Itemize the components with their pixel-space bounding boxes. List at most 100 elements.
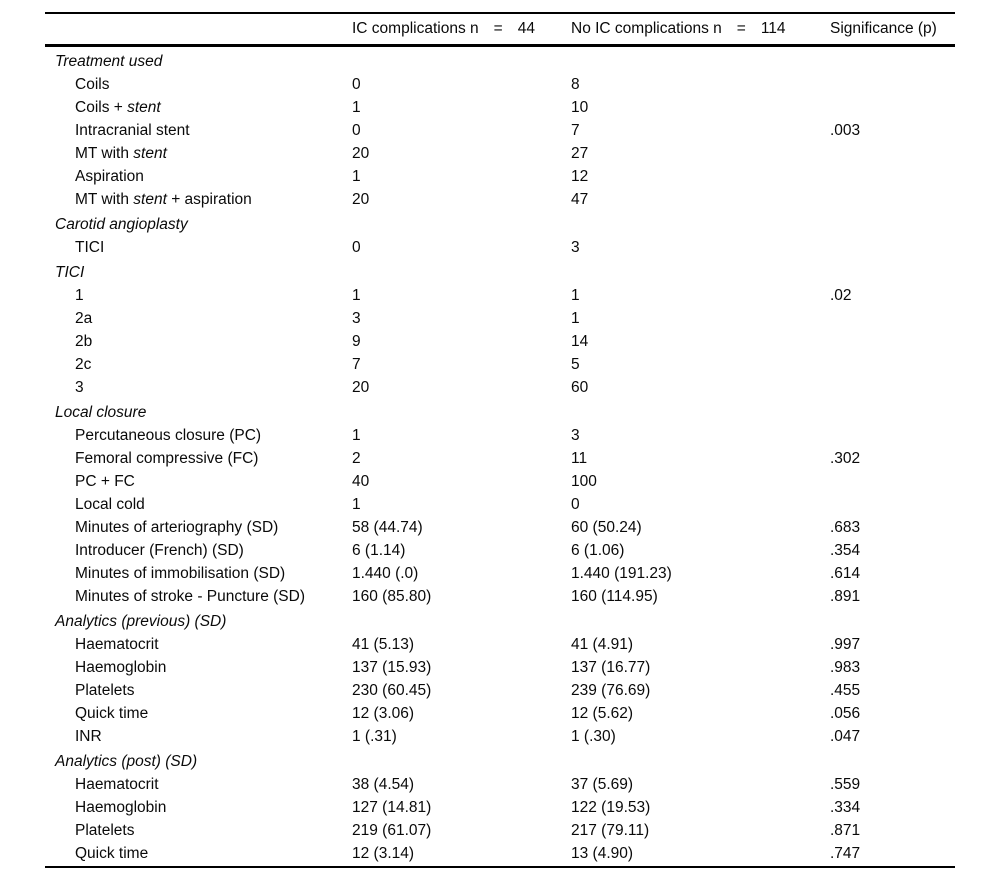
label-segment: 2c: [75, 356, 92, 373]
no-ic-complications-value: 137 (16.77): [571, 659, 651, 676]
table-row: Haemoglobin 137 (15.93) 137 (16.77) .983: [45, 656, 955, 679]
section-title: TICI: [55, 264, 85, 281]
ic-complications-value: 6 (1.14): [352, 542, 406, 559]
ic-complications-value: 230 (60.45): [352, 682, 432, 699]
label-segment: Haemoglobin: [75, 659, 167, 676]
row-label: Introducer (French) (SD): [75, 539, 244, 562]
table-row: Minutes of immobilisation (SD) 1.440 (.0)…: [45, 562, 955, 585]
row-label: Minutes of stroke - Puncture (SD): [75, 585, 305, 608]
label-segment: MT with: [75, 191, 134, 208]
row-label: 2a: [75, 307, 92, 330]
table-row: Intracranial stent 0 7 .003: [45, 119, 955, 142]
ic-complications-value: 20: [352, 145, 370, 162]
significance-value: .983: [830, 659, 861, 676]
significance-value: .683: [830, 519, 861, 536]
section-header-row: TICI: [45, 261, 955, 284]
significance-value: .997: [830, 636, 861, 653]
significance-value: .747: [830, 845, 861, 862]
label-segment: Coils +: [75, 99, 128, 116]
no-ic-complications-value: 11: [571, 450, 588, 467]
row-label: 1: [75, 284, 84, 307]
row-label: Percutaneous closure (PC): [75, 424, 261, 447]
ic-complications-value: 58 (44.74): [352, 519, 423, 536]
no-ic-complications-value: 12 (5.62): [571, 705, 634, 722]
label-segment: Platelets: [75, 822, 135, 839]
row-label: 2b: [75, 330, 92, 353]
label-segment: Minutes of stroke - Puncture (SD): [75, 588, 305, 605]
label-segment: MT with: [75, 145, 134, 162]
label-segment: TICI: [75, 239, 105, 256]
no-ic-complications-value: 8: [571, 76, 580, 93]
no-ic-complications-value: 13 (4.90): [571, 845, 634, 862]
ic-complications-value: 0: [352, 239, 361, 256]
ic-complications-value: 12 (3.06): [352, 705, 415, 722]
no-ic-complications-value: 14: [571, 333, 589, 350]
section-header-row: Carotid angioplasty: [45, 213, 955, 236]
ic-complications-value: 12 (3.14): [352, 845, 415, 862]
no-ic-complications-value: 3: [571, 427, 580, 444]
table-row: Aspiration 1 12: [45, 165, 955, 188]
no-ic-complications-value: 239 (76.69): [571, 682, 651, 699]
label-segment: Local cold: [75, 496, 145, 513]
section-title: Treatment used: [55, 53, 163, 70]
section-title: Analytics (post) (SD): [55, 753, 198, 770]
significance-value: .354: [830, 542, 861, 559]
no-ic-complications-value: 5: [571, 356, 580, 373]
table-row: 3 20 60: [45, 376, 955, 399]
ic-complications-value: 41 (5.13): [352, 636, 415, 653]
table-row: Platelets 219 (61.07) 217 (79.11) .871: [45, 819, 955, 842]
table-row: Quick time 12 (3.06) 12 (5.62) .056: [45, 702, 955, 725]
label-segment: INR: [75, 728, 102, 745]
ic-complications-value: 1: [352, 99, 361, 116]
no-ic-complications-value: 100: [571, 473, 597, 490]
significance-value: .047: [830, 728, 861, 745]
significance-value: .891: [830, 588, 861, 605]
label-segment: Haematocrit: [75, 776, 159, 793]
label-segment: Percutaneous closure (PC): [75, 427, 262, 444]
label-segment: + aspiration: [166, 191, 252, 208]
significance-value: .871: [830, 822, 861, 839]
row-label: Quick time: [75, 842, 148, 865]
label-segment: Minutes of arteriography (SD): [75, 519, 279, 536]
header-no-ic-n-value: 114: [760, 20, 786, 37]
row-label: Quick time: [75, 702, 148, 725]
label-segment: Haematocrit: [75, 636, 159, 653]
no-ic-complications-value: 1: [571, 287, 580, 304]
table-row: Introducer (French) (SD) 6 (1.14) 6 (1.06)…: [45, 539, 955, 562]
section-title: Local closure: [55, 404, 147, 421]
table-row: MT with stent + aspiration 20 47: [45, 188, 955, 211]
ic-complications-value: 160 (85.80): [352, 588, 432, 605]
table-row: Coils + stent 1 10: [45, 96, 955, 119]
ic-complications-value: 1: [352, 168, 361, 185]
ic-complications-value: 9: [352, 333, 361, 350]
label-segment: 1: [75, 287, 84, 304]
label-segment: Femoral compressive (FC): [75, 450, 259, 467]
section-header-row: Analytics (post) (SD): [45, 750, 955, 773]
table-row: Femoral compressive (FC) 2 11 .302: [45, 447, 955, 470]
row-label: Intracranial stent: [75, 119, 190, 142]
row-label: PC + FC: [75, 470, 135, 493]
label-segment: 2b: [75, 333, 93, 350]
significance-value: .559: [830, 776, 861, 793]
table-row: Coils 0 8: [45, 73, 955, 96]
significance-value: .455: [830, 682, 861, 699]
label-segment: Coils: [75, 76, 110, 93]
no-ic-complications-value: 12: [571, 168, 589, 185]
row-label: 3: [75, 376, 84, 399]
no-ic-complications-value: 6 (1.06): [571, 542, 625, 559]
header-ic-complications: IC complications n = 44: [352, 14, 535, 44]
row-label: MT with stent + aspiration: [75, 188, 252, 211]
no-ic-complications-value: 217 (79.11): [571, 822, 650, 839]
label-segment: 3: [75, 379, 84, 396]
no-ic-complications-value: 0: [571, 496, 580, 513]
table-row: Quick time 12 (3.14) 13 (4.90) .747: [45, 842, 955, 865]
label-segment: Aspiration: [75, 168, 144, 185]
header-no-ic-equals: =: [736, 20, 746, 37]
header-ic-n-value: 44: [517, 20, 535, 37]
label-segment: Quick time: [75, 845, 149, 862]
ic-complications-value: 38 (4.54): [352, 776, 415, 793]
label-italic-segment: stent: [133, 191, 167, 208]
no-ic-complications-value: 1 (.30): [571, 728, 616, 745]
ic-complications-value: 40: [352, 473, 370, 490]
header-no-ic-complications: No IC complications n = 114: [571, 14, 786, 44]
